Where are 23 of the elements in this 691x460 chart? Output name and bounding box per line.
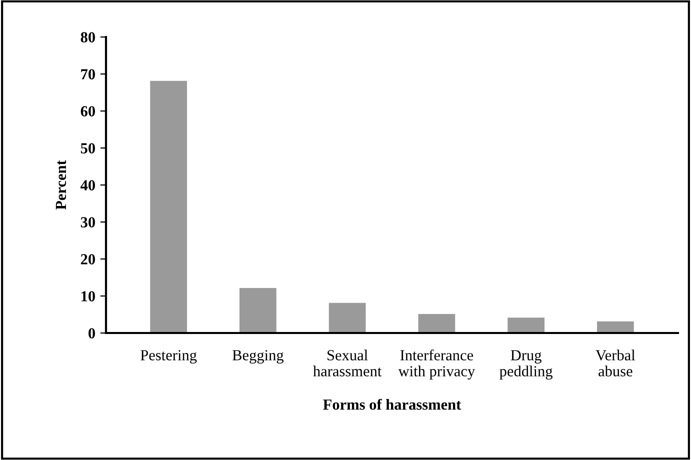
bar: [418, 314, 456, 333]
y-tick-label: 0: [88, 328, 95, 338]
y-tick-label: 80: [80, 32, 95, 42]
bar: [597, 321, 634, 333]
bar: [150, 80, 187, 333]
y-tick-label: 50: [80, 143, 95, 154]
y-tick-label: 10: [82, 291, 95, 302]
x-tick-label: Pestering: [140, 350, 197, 364]
y-tick-label: 20: [80, 254, 95, 264]
x-axis-title: Forms of harassment: [323, 398, 462, 410]
bar: [240, 288, 276, 333]
y-tick-label: 60: [80, 106, 95, 116]
x-tick-label: Begging: [232, 350, 284, 364]
x-tick-label: Sexual harassment: [313, 350, 382, 376]
x-tick-label: Interferance with privacy: [398, 350, 476, 380]
bar: [328, 302, 366, 333]
y-tick-label: 70: [81, 69, 95, 80]
y-tick-label: 30: [80, 217, 95, 228]
y-axis-title: Percent: [56, 160, 66, 210]
y-tick-label: 40: [80, 180, 95, 190]
bar: [508, 318, 544, 333]
x-tick-label: Verbal abuse: [596, 350, 636, 376]
x-tick-label: Drug peddling: [500, 350, 553, 380]
